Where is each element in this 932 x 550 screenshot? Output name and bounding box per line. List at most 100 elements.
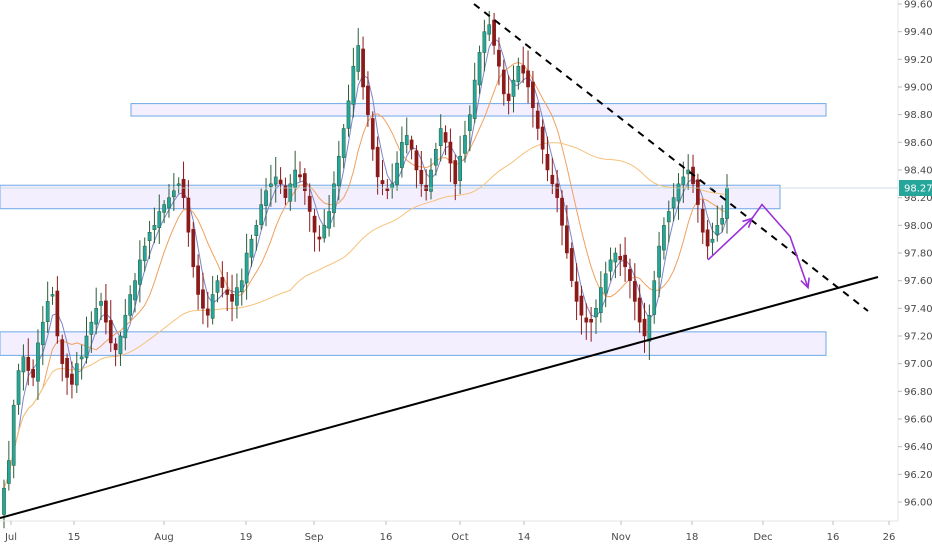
candle-body	[288, 183, 293, 202]
candle-body	[526, 70, 530, 88]
candle-body	[50, 294, 55, 297]
candle-body	[623, 254, 627, 268]
x-axis[interactable]: Jul 15 Aug 19 Sep 16 Oct 14 Nov 18 Dec 16 26	[4, 521, 895, 543]
x-tick-label: Oct	[451, 532, 468, 543]
candle-body	[142, 245, 147, 262]
candle-body	[356, 45, 361, 72]
y-tick-label: 97.40	[904, 304, 932, 315]
candle-body	[642, 318, 647, 337]
x-tick-label: 18	[686, 532, 699, 543]
candle-body	[235, 287, 239, 306]
candle-body	[205, 308, 210, 316]
candle-body	[346, 100, 351, 129]
candle-body	[312, 215, 317, 233]
candle-body	[16, 370, 21, 405]
candle-body	[647, 315, 652, 342]
candle-body	[70, 373, 74, 385]
candle-body	[293, 169, 297, 188]
candle-body	[370, 118, 375, 150]
x-tick-label: Jul	[4, 532, 17, 543]
y-axis[interactable]: 99.60 99.40 99.20 99.00 98.80 98.60 98.40 98.20…	[898, 0, 932, 509]
candle-body	[555, 183, 560, 198]
candle-body	[113, 343, 118, 351]
projection-arrows-layer	[707, 203, 810, 290]
candle-body	[65, 357, 69, 378]
candle-body	[681, 176, 686, 185]
candle-body	[477, 52, 482, 86]
candle-body	[230, 294, 234, 302]
candle-body	[7, 460, 11, 484]
y-tick-label: 96.40	[904, 442, 932, 453]
candle-body	[618, 255, 623, 261]
candle-body	[497, 49, 501, 67]
candle-body	[414, 150, 419, 171]
y-tick-label: 97.60	[904, 276, 932, 287]
y-tick-label: 99.20	[904, 55, 932, 66]
y-tick-label: 96.20	[904, 470, 932, 481]
candle-body	[657, 245, 661, 278]
projection-path	[707, 203, 809, 288]
candle-body	[302, 173, 307, 191]
y-tick-label: 96.80	[904, 387, 932, 398]
x-tick-label: Aug	[154, 532, 174, 543]
y-tick-label: 98.40	[904, 166, 932, 177]
y-tick-label: 96.00	[904, 498, 932, 509]
candle-body	[225, 289, 230, 295]
y-tick-label: 97.20	[904, 332, 932, 343]
last-price-badge: 98.27	[0, 179, 932, 196]
candle-body	[671, 197, 676, 209]
candle-body	[317, 236, 322, 240]
candle-body	[84, 335, 89, 358]
candle-body	[332, 183, 336, 213]
candle-body	[467, 114, 472, 131]
y-tick-label: 99.00	[904, 83, 932, 94]
candle-body	[147, 232, 152, 241]
candle-body	[269, 183, 273, 187]
candle-body	[531, 81, 535, 108]
candle-body	[608, 259, 613, 272]
x-tick-label: Sep	[305, 532, 324, 543]
candle-body	[60, 339, 65, 364]
candle-body	[186, 197, 191, 233]
candle-body	[40, 321, 45, 346]
candle-body	[458, 155, 462, 181]
zones-layer	[0, 103, 827, 356]
candle-body	[74, 363, 79, 386]
resistance-trendline	[473, 3, 869, 312]
candle-body	[662, 225, 666, 251]
candle-body	[395, 162, 399, 185]
candle-body	[191, 229, 196, 268]
candle-body	[710, 238, 715, 243]
candle-body	[429, 169, 433, 192]
candle-body	[540, 126, 545, 150]
candle-body	[249, 238, 254, 258]
arrow-up-icon	[742, 217, 754, 229]
candle-body	[79, 356, 84, 360]
x-tick-label: 16	[827, 532, 840, 543]
candle-body	[45, 301, 50, 322]
y-tick-label: 99.40	[904, 27, 932, 38]
candle-body	[176, 183, 181, 186]
candle-body	[11, 404, 16, 466]
candle-body	[273, 176, 278, 185]
x-tick-label: Dec	[753, 532, 772, 543]
candle-body	[307, 195, 312, 212]
candle-body	[560, 197, 564, 226]
candle-body	[652, 280, 657, 315]
candle-body	[448, 141, 453, 164]
candle-body	[565, 225, 569, 254]
x-tick-label: 19	[240, 532, 253, 543]
x-tick-label: Nov	[611, 532, 631, 543]
candle-body	[201, 289, 205, 309]
candle-body	[351, 66, 356, 105]
candle-body	[327, 211, 331, 229]
candle-body	[637, 297, 642, 323]
candle-body	[438, 128, 443, 147]
candle-body	[196, 265, 200, 295]
candle-body	[239, 280, 244, 293]
last-price-box	[899, 179, 932, 196]
candle-body	[720, 218, 724, 225]
candle-body	[128, 294, 133, 316]
candle-body	[210, 294, 215, 319]
